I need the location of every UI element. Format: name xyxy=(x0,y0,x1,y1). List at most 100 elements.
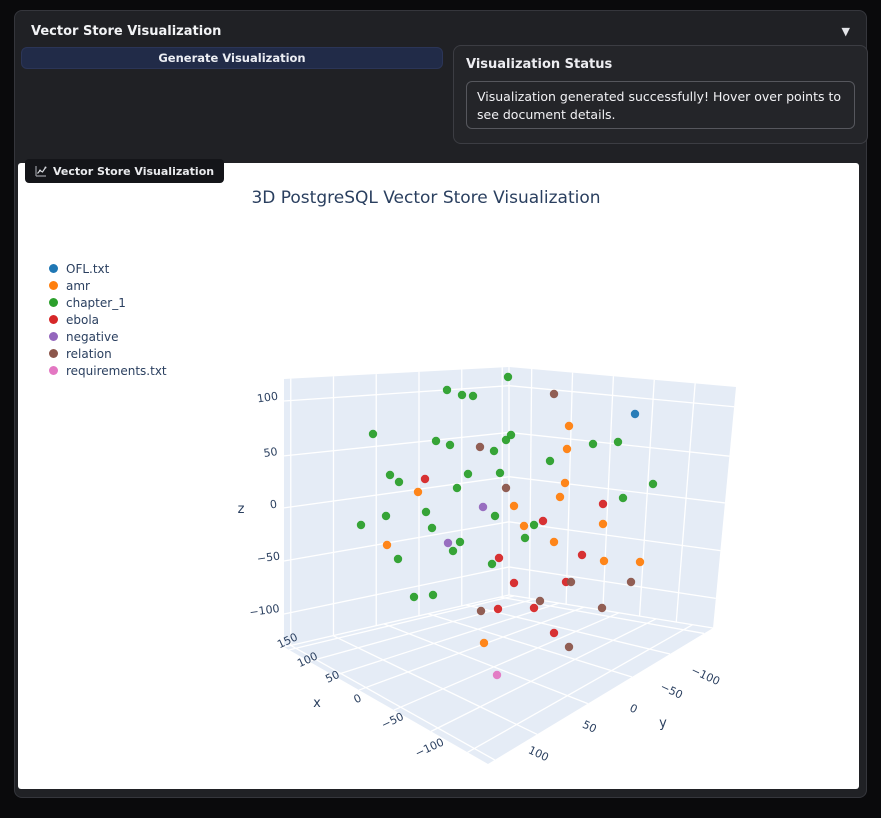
data-point-chapter_1[interactable] xyxy=(648,479,658,489)
data-point-chapter_1[interactable] xyxy=(452,483,462,493)
data-point-chapter_1[interactable] xyxy=(455,537,465,547)
data-point-ebola[interactable] xyxy=(494,553,504,563)
y-axis-label: y xyxy=(659,716,667,731)
data-point-ebola[interactable] xyxy=(509,578,519,588)
data-point-chapter_1[interactable] xyxy=(431,436,441,446)
legend-color-dot xyxy=(49,349,58,358)
data-point-chapter_1[interactable] xyxy=(463,469,473,479)
data-point-relation[interactable] xyxy=(549,389,559,399)
legend-item[interactable]: chapter_1 xyxy=(49,294,167,311)
legend-item-label: amr xyxy=(66,278,90,293)
data-point-chapter_1[interactable] xyxy=(394,477,404,487)
data-point-ebola[interactable] xyxy=(577,550,587,560)
data-point-ebola[interactable] xyxy=(549,628,559,638)
data-point-ebola[interactable] xyxy=(493,604,503,614)
data-point-chapter_1[interactable] xyxy=(381,511,391,521)
data-point-requirements.txt[interactable] xyxy=(492,670,502,680)
status-group: Visualization Status Visualization gener… xyxy=(453,45,868,144)
data-point-chapter_1[interactable] xyxy=(490,511,500,521)
data-point-relation[interactable] xyxy=(535,596,545,606)
legend-item-label: relation xyxy=(66,346,112,361)
data-point-relation[interactable] xyxy=(566,577,576,587)
accordion-header[interactable]: Vector Store Visualization ▼ xyxy=(31,21,850,41)
y-tick-label: 0 xyxy=(628,701,640,716)
data-point-relation[interactable] xyxy=(626,577,636,587)
data-point-chapter_1[interactable] xyxy=(588,439,598,449)
data-point-relation[interactable] xyxy=(501,483,511,493)
legend-item[interactable]: OFL.txt xyxy=(49,260,167,277)
z-tick-label: 0 xyxy=(269,498,278,512)
legend-item[interactable]: relation xyxy=(49,345,167,362)
data-point-chapter_1[interactable] xyxy=(427,523,437,533)
status-textbox[interactable]: Visualization generated successfully! Ho… xyxy=(466,81,855,129)
legend-item[interactable]: negative xyxy=(49,328,167,345)
data-point-chapter_1[interactable] xyxy=(457,390,467,400)
data-point-chapter_1[interactable] xyxy=(385,470,395,480)
data-point-chapter_1[interactable] xyxy=(445,440,455,450)
data-point-amr[interactable] xyxy=(413,487,423,497)
data-point-relation[interactable] xyxy=(597,603,607,613)
y-tick-label: −100 xyxy=(689,664,722,689)
data-point-ebola[interactable] xyxy=(538,516,548,526)
data-point-chapter_1[interactable] xyxy=(487,559,497,569)
data-point-chapter_1[interactable] xyxy=(448,546,458,556)
data-point-negative[interactable] xyxy=(443,538,453,548)
data-point-chapter_1[interactable] xyxy=(618,493,628,503)
collapse-arrow-icon[interactable]: ▼ xyxy=(841,24,850,38)
legend-color-dot xyxy=(49,264,58,273)
data-point-amr[interactable] xyxy=(555,492,565,502)
data-point-amr[interactable] xyxy=(519,521,529,531)
data-point-amr[interactable] xyxy=(599,556,609,566)
data-point-ebola[interactable] xyxy=(598,499,608,509)
data-point-amr[interactable] xyxy=(635,557,645,567)
data-point-chapter_1[interactable] xyxy=(545,456,555,466)
data-point-amr[interactable] xyxy=(509,501,519,511)
legend-item[interactable]: ebola xyxy=(49,311,167,328)
legend-item-label: chapter_1 xyxy=(66,295,126,310)
data-point-amr[interactable] xyxy=(479,638,489,648)
data-point-relation[interactable] xyxy=(476,606,486,616)
data-point-amr[interactable] xyxy=(560,478,570,488)
generate-visualization-button[interactable]: Generate Visualization xyxy=(21,47,443,69)
data-point-amr[interactable] xyxy=(564,421,574,431)
data-point-chapter_1[interactable] xyxy=(368,429,378,439)
data-point-chapter_1[interactable] xyxy=(428,590,438,600)
status-label: Visualization Status xyxy=(466,57,613,72)
data-point-OFL.txt[interactable] xyxy=(630,409,640,419)
data-point-amr[interactable] xyxy=(562,444,572,454)
data-point-ebola[interactable] xyxy=(529,603,539,613)
data-point-relation[interactable] xyxy=(564,642,574,652)
data-point-ebola[interactable] xyxy=(420,474,430,484)
legend-item[interactable]: requirements.txt xyxy=(49,362,167,379)
data-point-chapter_1[interactable] xyxy=(442,385,452,395)
data-point-chapter_1[interactable] xyxy=(421,507,431,517)
data-point-chapter_1[interactable] xyxy=(489,446,499,456)
data-point-chapter_1[interactable] xyxy=(468,391,478,401)
data-point-amr[interactable] xyxy=(382,540,392,550)
plot-canvas[interactable]: 150100500−50−100x100500−50−100y100500−50… xyxy=(18,163,859,789)
data-point-chapter_1[interactable] xyxy=(503,372,513,382)
data-point-negative[interactable] xyxy=(478,502,488,512)
data-point-relation[interactable] xyxy=(475,442,485,452)
y-tick-label: −50 xyxy=(658,680,685,702)
scatter-plot-icon xyxy=(35,165,47,177)
data-point-chapter_1[interactable] xyxy=(409,592,419,602)
legend-color-dot xyxy=(49,281,58,290)
x-tick-label: −100 xyxy=(413,736,446,761)
data-point-chapter_1[interactable] xyxy=(529,520,539,530)
legend-color-dot xyxy=(49,332,58,341)
data-point-amr[interactable] xyxy=(598,519,608,529)
legend-item[interactable]: amr xyxy=(49,277,167,294)
data-point-chapter_1[interactable] xyxy=(520,533,530,543)
data-point-chapter_1[interactable] xyxy=(356,520,366,530)
legend-color-dot xyxy=(49,298,58,307)
accordion-title: Vector Store Visualization xyxy=(31,23,222,39)
data-point-chapter_1[interactable] xyxy=(393,554,403,564)
x-tick-label: 50 xyxy=(323,668,341,686)
plot-card: Vector Store Visualization 150 100 50 0 −50−… xyxy=(18,159,859,789)
data-point-amr[interactable] xyxy=(549,537,559,547)
data-point-chapter_1[interactable] xyxy=(506,430,516,440)
z-tick-label: −50 xyxy=(256,549,281,565)
data-point-chapter_1[interactable] xyxy=(613,437,623,447)
data-point-chapter_1[interactable] xyxy=(495,468,505,478)
